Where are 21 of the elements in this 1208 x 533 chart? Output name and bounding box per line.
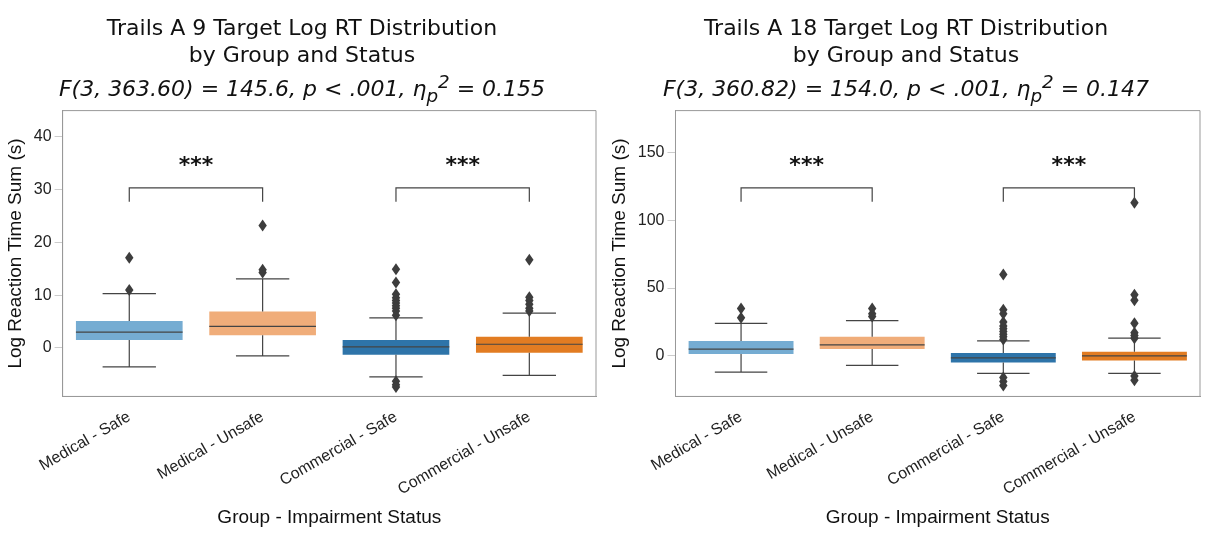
y-tick-label: 20 xyxy=(33,232,52,250)
y-axis-title: Log Reaction Time Sum (s) xyxy=(607,138,629,369)
y-tick-label: 10 xyxy=(33,285,52,303)
y-tick-label: 30 xyxy=(33,180,52,198)
y-tick-label: 50 xyxy=(646,278,665,296)
annotation: *** xyxy=(445,152,481,178)
chart-subtitle: F(3, 363.60) = 145.6, p < .001, η$_{p}$$^{2}$ = 0.155 xyxy=(57,70,547,108)
annotation: *** xyxy=(1051,152,1087,178)
chart-subtitle: F(3, 360.82) = 154.0, p < .001, η$_{p}$$^{2}$ = 0.147 xyxy=(661,70,1151,108)
y-tick-label: 150 xyxy=(637,143,665,160)
chart-title: Trails A 18 Target Log RT Distribution by Group and Status xyxy=(703,15,1109,67)
y-tick-label: 0 xyxy=(42,338,52,356)
x-axis-title: Group - Impairment Status xyxy=(825,505,1050,527)
y-tick-label: 0 xyxy=(655,346,665,364)
y-tick-label: 100 xyxy=(637,210,665,228)
annotation: *** xyxy=(789,152,825,178)
y-axis-title: Log Reaction Time Sum (s) xyxy=(3,138,25,369)
y-tick-label: 40 xyxy=(33,127,52,145)
annotation: *** xyxy=(178,152,214,178)
x-axis-title: Group - Impairment Status xyxy=(217,505,442,527)
chart-title: Trails A 9 Target Log RT Distribution by Group and Status xyxy=(106,15,498,67)
